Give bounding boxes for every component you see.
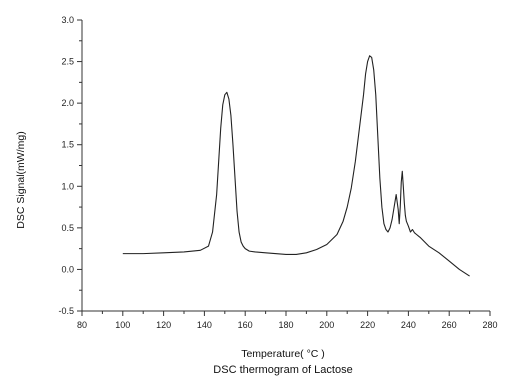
y-tick-label: 1.0 xyxy=(61,181,74,191)
y-tick-label: -0.5 xyxy=(58,306,74,316)
plot-area xyxy=(81,20,490,312)
x-tick-label: 160 xyxy=(238,320,253,330)
chart-title: DSC thermogram of Lactose xyxy=(213,364,352,376)
x-tick-label: 280 xyxy=(482,320,497,330)
x-tick-label: 180 xyxy=(278,320,293,330)
y-tick-label: 0.5 xyxy=(61,223,74,233)
y-tick-label: 3.0 xyxy=(61,15,74,25)
x-axis-ticks: 80 100 120 140 160 180 200 220 240 260 280 xyxy=(77,311,498,330)
y-tick-label: 0.0 xyxy=(61,264,74,274)
x-tick-label: 140 xyxy=(197,320,212,330)
x-axis-label: Temperature( °C ) xyxy=(241,348,325,360)
y-axis-label: DSC Signal(mW/mg) xyxy=(15,131,27,228)
x-tick-label: 260 xyxy=(442,320,457,330)
x-tick-label: 220 xyxy=(360,320,375,330)
y-tick-label: 2.0 xyxy=(61,98,74,108)
dsc-curve-line xyxy=(122,55,470,277)
y-tick-label: 2.5 xyxy=(61,57,74,67)
x-tick-label: 200 xyxy=(319,320,334,330)
x-tick-label: 80 xyxy=(77,320,87,330)
x-tick-label: 240 xyxy=(401,320,416,330)
x-tick-label: 100 xyxy=(115,320,130,330)
x-tick-label: 120 xyxy=(156,320,171,330)
y-tick-label: 1.5 xyxy=(61,140,74,150)
y-axis-ticks: -0.5 0.0 0.5 1.0 1.5 2.0 2.5 3.0 xyxy=(58,15,82,316)
